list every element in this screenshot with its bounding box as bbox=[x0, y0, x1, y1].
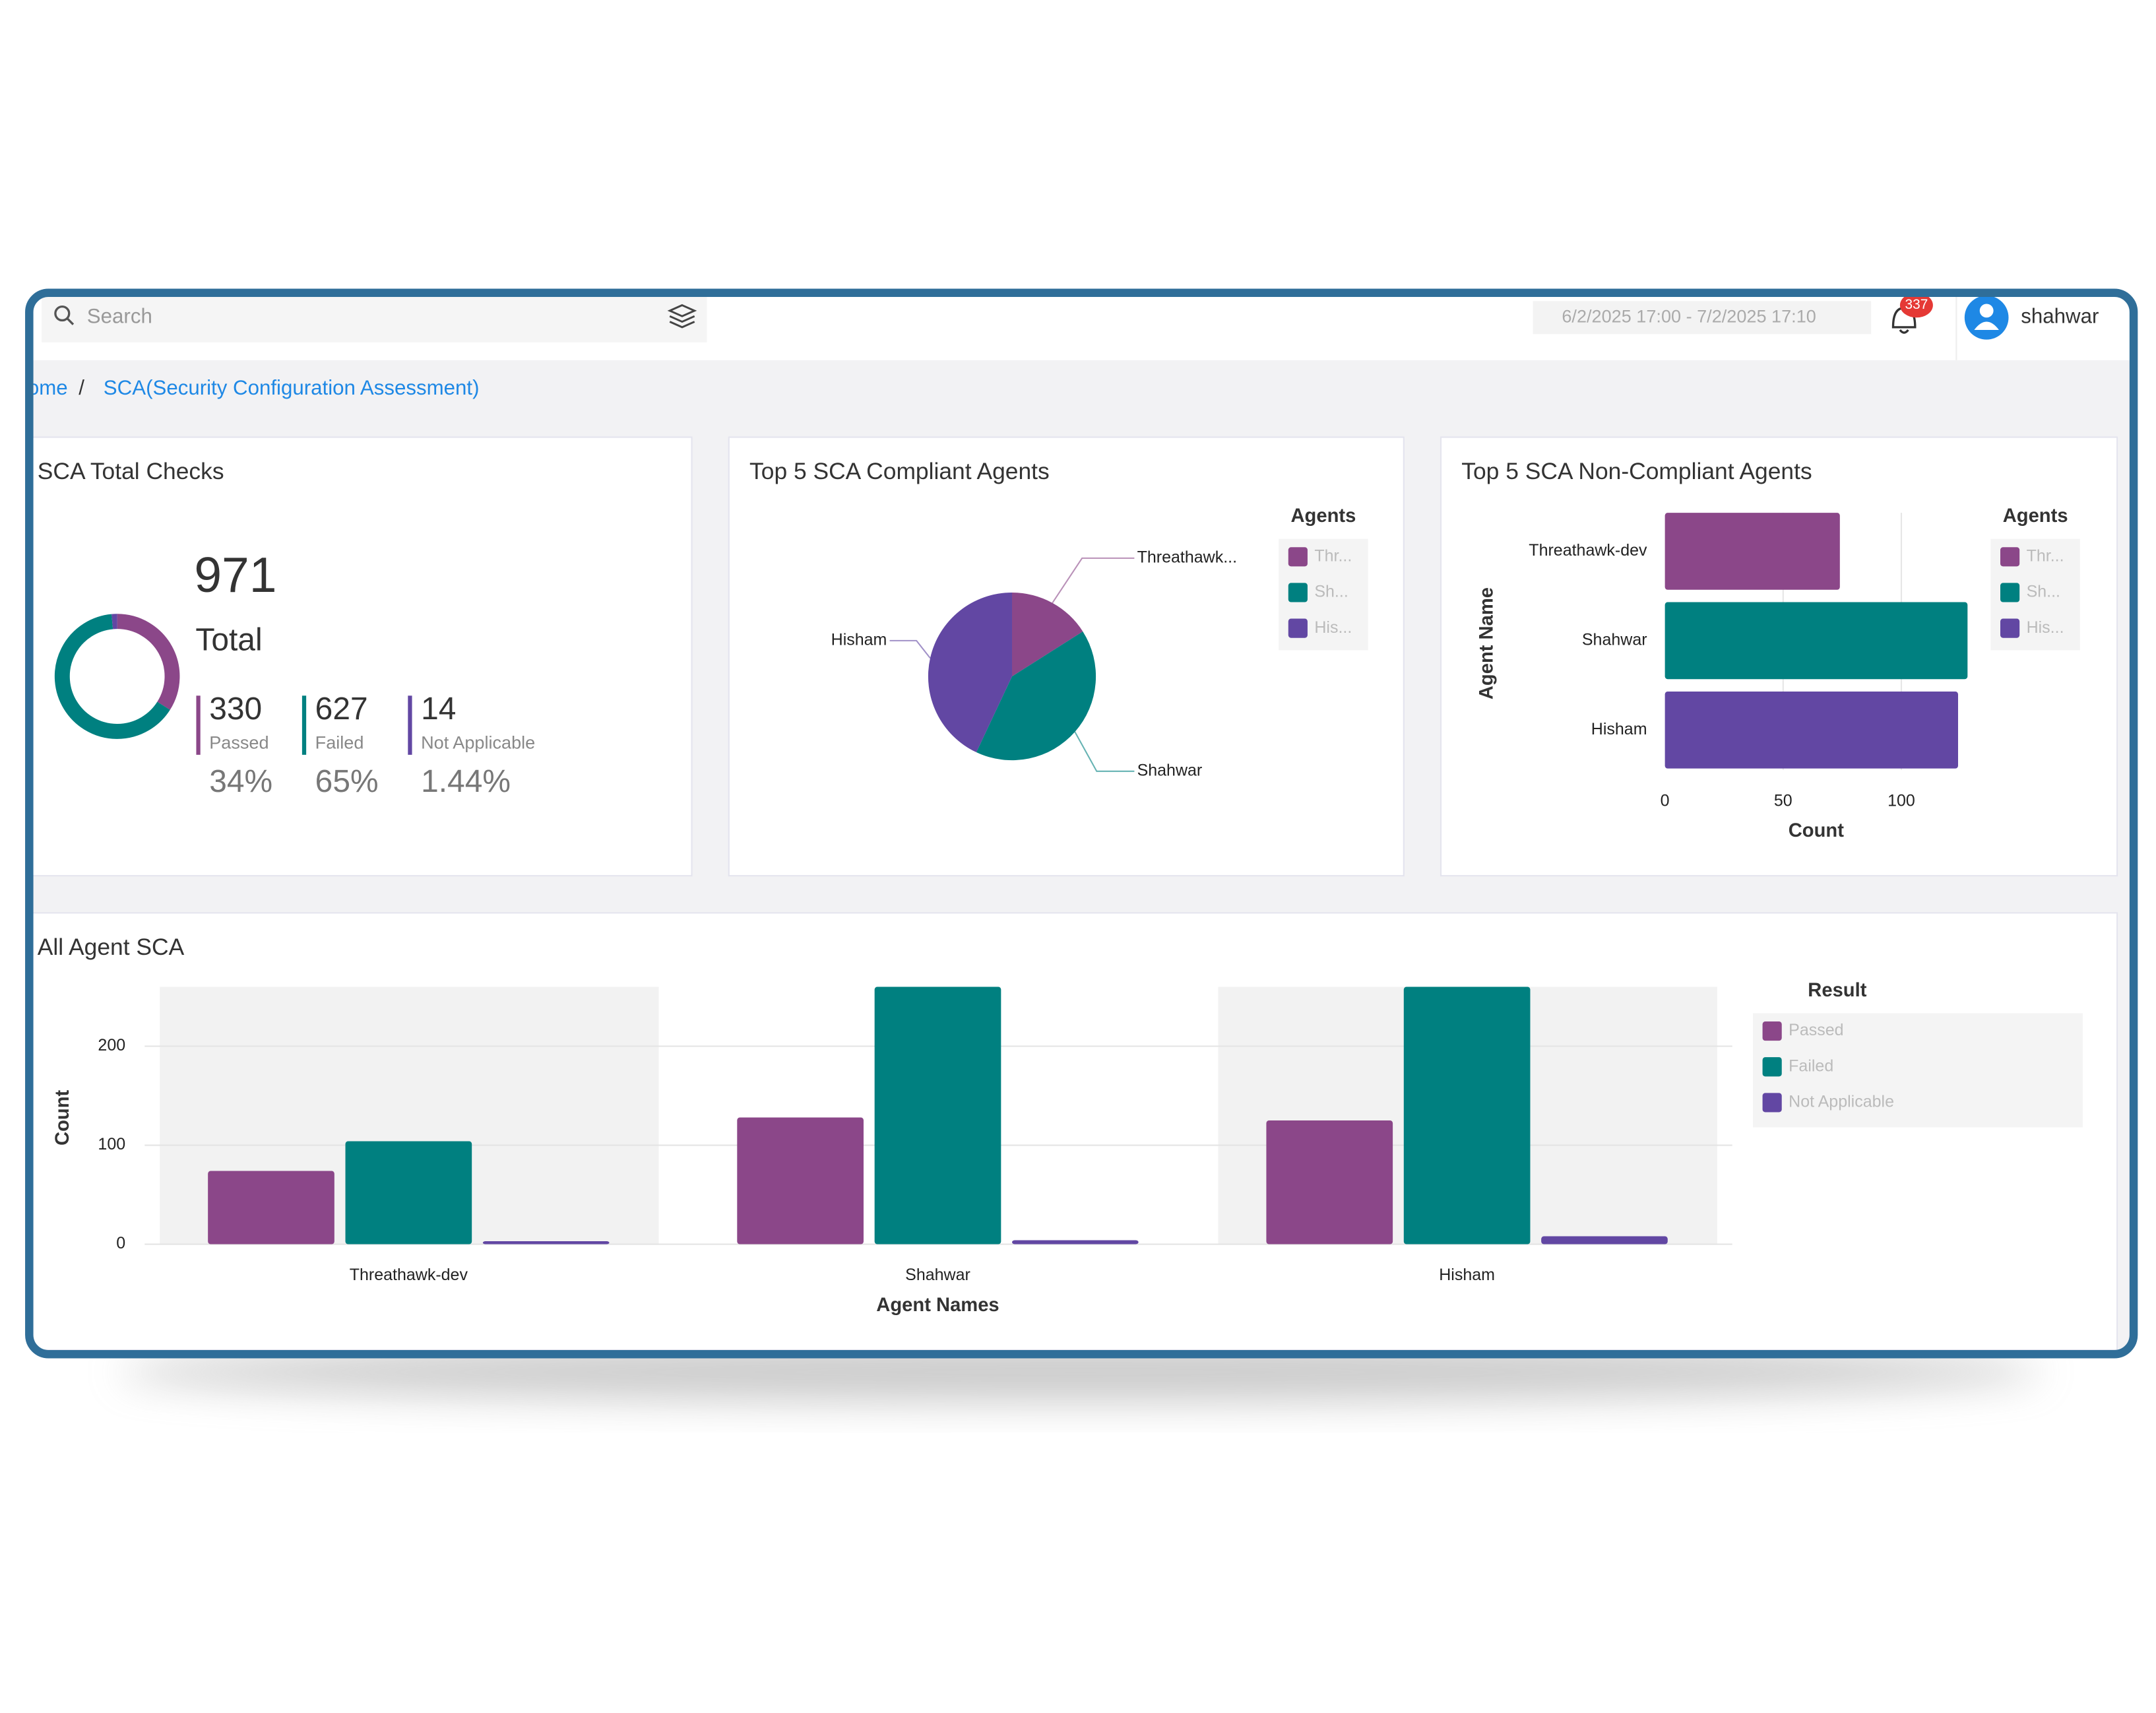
legend-swatch bbox=[1288, 547, 1308, 567]
bar bbox=[1541, 1236, 1668, 1244]
panel-title: SCA Total Checks bbox=[38, 458, 224, 484]
y-tick-label: Threathawk-dev bbox=[1529, 541, 1647, 560]
x-tick-label: Hisham bbox=[1439, 1266, 1495, 1284]
legend-swatch bbox=[2000, 583, 2020, 602]
bar bbox=[482, 1241, 610, 1244]
legend-label: Not Applicable bbox=[1789, 1093, 1894, 1111]
legend-swatch bbox=[1762, 1021, 1782, 1041]
legend-label: Failed bbox=[1789, 1056, 1833, 1075]
panel-title: Top 5 SCA Non-Compliant Agents bbox=[1461, 458, 1812, 484]
legend-swatch bbox=[1762, 1093, 1782, 1113]
user-name[interactable]: shahwar bbox=[2021, 305, 2099, 328]
stat-value: 14 bbox=[421, 692, 456, 727]
bar bbox=[1665, 513, 1840, 590]
stat-percent: 65% bbox=[315, 764, 379, 799]
y-axis-label: Count bbox=[52, 1089, 73, 1145]
x-tick-label: 0 bbox=[1661, 791, 1670, 810]
x-tick-label: Threathawk-dev bbox=[350, 1266, 468, 1284]
x-tick-label: 50 bbox=[1774, 791, 1792, 810]
bar bbox=[1665, 602, 1968, 680]
stat-value: 330 bbox=[209, 692, 262, 727]
search-placeholder: Search bbox=[87, 305, 152, 328]
stat-percent: 34% bbox=[209, 764, 272, 799]
legend-label: Sh... bbox=[2027, 583, 2060, 601]
frame-border bbox=[25, 288, 2138, 1359]
slice-label: Threathawk... bbox=[1137, 548, 1237, 566]
legend-label: Passed bbox=[1789, 1021, 1843, 1039]
bar bbox=[345, 1141, 472, 1244]
y-axis-label: Agent Name bbox=[1476, 587, 1498, 699]
layers-icon[interactable] bbox=[667, 304, 697, 329]
legend-label: Thr... bbox=[2027, 546, 2064, 565]
x-tick-label: Shahwar bbox=[905, 1266, 970, 1284]
y-tick-label: 0 bbox=[116, 1234, 125, 1252]
bar bbox=[737, 1117, 864, 1244]
app: Search 6/2/2025 17:00 - 7/2/2025 17:10 3… bbox=[13, 294, 2133, 1353]
stat-value: 627 bbox=[315, 692, 368, 727]
date-range-box[interactable] bbox=[1533, 301, 1872, 335]
total-label: Total bbox=[195, 623, 262, 658]
pie-slice bbox=[928, 592, 1012, 753]
notification-count: 337 bbox=[1905, 297, 1928, 312]
legend-title: Agents bbox=[2003, 505, 2068, 527]
total-value: 971 bbox=[194, 547, 276, 602]
breadcrumb-link[interactable]: Home bbox=[13, 376, 67, 399]
bar bbox=[1665, 691, 1959, 769]
avatar-icon bbox=[1974, 321, 1999, 331]
breadcrumb-current[interactable]: SCA(Security Configuration Assessment) bbox=[104, 376, 480, 399]
legend-swatch bbox=[2000, 547, 2020, 567]
donut-segment bbox=[117, 614, 180, 710]
search-icon bbox=[54, 305, 71, 322]
avatar-icon bbox=[1979, 304, 1994, 318]
stat-percent: 1.44% bbox=[421, 764, 511, 799]
leader-line bbox=[1052, 557, 1135, 604]
x-axis-label: Agent Names bbox=[876, 1295, 999, 1316]
breadcrumb-separator: / bbox=[79, 376, 84, 399]
y-tick-label: 200 bbox=[98, 1036, 125, 1054]
search-box[interactable] bbox=[42, 297, 707, 342]
search-icon bbox=[67, 318, 75, 325]
legend-swatch bbox=[2000, 618, 2020, 638]
x-axis-label: Count bbox=[1789, 820, 1844, 841]
y-tick-label: Shahwar bbox=[1582, 631, 1647, 649]
donut-segment bbox=[54, 614, 170, 739]
stat-label: Not Applicable bbox=[421, 732, 535, 752]
x-tick-label: 100 bbox=[1887, 791, 1915, 810]
slice-label: Shahwar bbox=[1137, 761, 1203, 779]
panel-title: Top 5 SCA Compliant Agents bbox=[749, 458, 1050, 484]
legend-title: Result bbox=[1808, 980, 1866, 1001]
panel bbox=[30, 436, 693, 877]
bar bbox=[874, 986, 1001, 1244]
legend-label: Sh... bbox=[1314, 583, 1348, 601]
legend-swatch bbox=[1762, 1057, 1782, 1077]
y-tick-label: 100 bbox=[98, 1135, 125, 1153]
notification-badge bbox=[1899, 294, 1933, 318]
bar bbox=[1266, 1120, 1393, 1244]
date-range: 6/2/2025 17:00 - 7/2/2025 17:10 bbox=[1562, 306, 1816, 326]
pie-slice bbox=[1011, 592, 1083, 677]
stat-label: Passed bbox=[209, 732, 269, 752]
legend-label: His... bbox=[2027, 618, 2064, 637]
bar bbox=[208, 1171, 334, 1244]
legend-label: Thr... bbox=[1314, 546, 1352, 565]
legend-swatch bbox=[1288, 618, 1308, 638]
legend-title: Agents bbox=[1290, 505, 1356, 527]
leader-line bbox=[1074, 731, 1135, 772]
stat-label: Failed bbox=[315, 732, 364, 752]
leader-line bbox=[889, 639, 931, 659]
pie-slice bbox=[976, 631, 1096, 761]
panel-title: All Agent SCA bbox=[38, 934, 185, 960]
y-tick-label: Hisham bbox=[1591, 720, 1647, 738]
legend-swatch bbox=[1288, 583, 1308, 602]
legend-label: His... bbox=[1314, 618, 1352, 637]
legend-box bbox=[1752, 1013, 2083, 1128]
bar bbox=[1011, 1240, 1139, 1244]
slice-label: Hisham bbox=[831, 631, 887, 649]
bar bbox=[1403, 986, 1531, 1244]
